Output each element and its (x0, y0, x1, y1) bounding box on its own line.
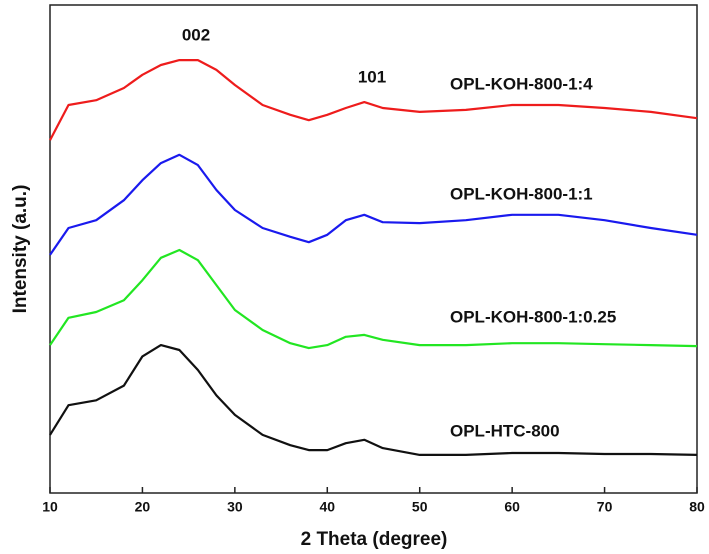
x-axis-title: 2 Theta (degree) (301, 529, 448, 550)
series-label: OPL-HTC-800 (450, 421, 560, 440)
y-axis-title: Intensity (a.u.) (10, 185, 31, 314)
series-line (49, 153, 698, 256)
peak-annotation: 002 (182, 25, 210, 44)
x-tick-label: 80 (689, 499, 705, 515)
x-tick-label: 20 (135, 499, 151, 515)
x-tick-label: 70 (597, 499, 613, 515)
plot-frame (49, 4, 698, 494)
series-label: OPL-KOH-800-1:1 (450, 184, 593, 203)
peak-annotation: 101 (358, 67, 386, 86)
series-line (49, 248, 698, 350)
x-tick-label: 50 (412, 499, 428, 515)
series-line (49, 344, 698, 456)
series-label: OPL-KOH-800-1:4 (450, 74, 593, 93)
x-tick-label: 60 (504, 499, 520, 515)
series-label: OPL-KOH-800-1:0.25 (450, 307, 616, 326)
x-tick-label: 10 (42, 499, 58, 515)
x-tick-label: 40 (319, 499, 335, 515)
series-line (49, 59, 698, 141)
x-tick-label: 30 (227, 499, 243, 515)
